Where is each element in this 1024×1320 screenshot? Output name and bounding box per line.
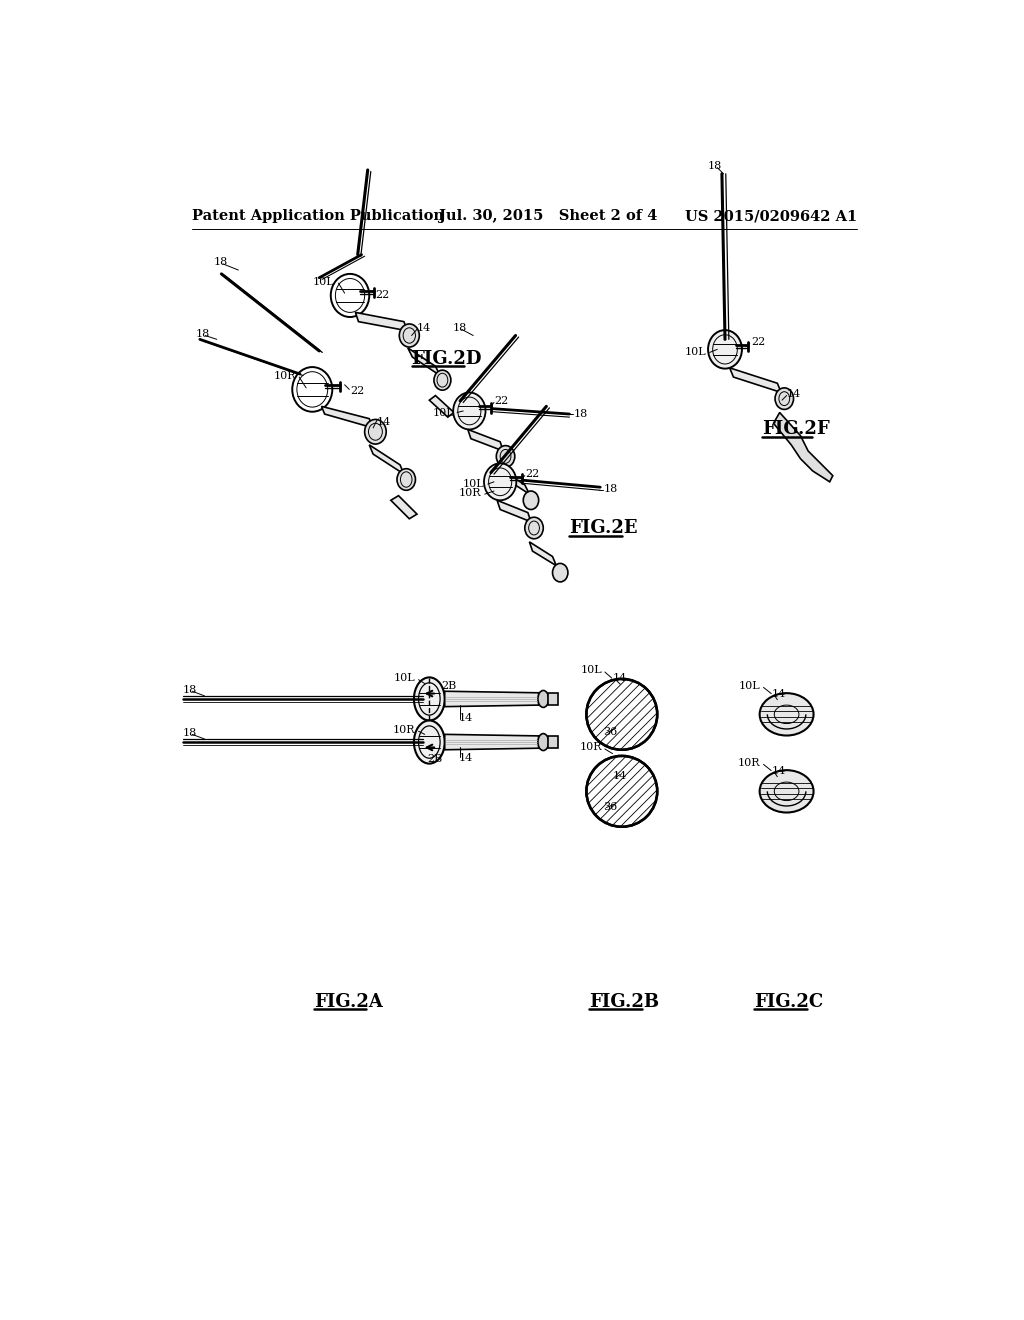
Text: 2B: 2B	[441, 681, 456, 690]
Polygon shape	[529, 543, 556, 566]
Ellipse shape	[497, 446, 515, 467]
Text: FIG.2E: FIG.2E	[569, 519, 638, 537]
Text: FIG.2D: FIG.2D	[412, 350, 482, 367]
Text: 22: 22	[350, 385, 365, 396]
Text: 14: 14	[771, 689, 785, 698]
Text: 14: 14	[771, 766, 785, 776]
Text: 18: 18	[183, 685, 198, 694]
Text: 22: 22	[494, 396, 508, 407]
Text: FIG.2C: FIG.2C	[755, 993, 823, 1011]
Text: 10L: 10L	[685, 347, 707, 358]
Text: 10R: 10R	[738, 758, 761, 768]
Text: 10L: 10L	[738, 681, 761, 690]
Text: 22: 22	[524, 469, 539, 479]
Text: 10L: 10L	[581, 665, 602, 676]
Circle shape	[587, 756, 657, 826]
Text: FIG.2B: FIG.2B	[590, 993, 659, 1011]
Text: 14: 14	[612, 771, 627, 781]
Text: 10R: 10R	[459, 488, 481, 499]
Polygon shape	[355, 313, 408, 331]
Text: 36: 36	[603, 801, 617, 812]
Polygon shape	[501, 470, 529, 494]
Ellipse shape	[454, 392, 485, 429]
Polygon shape	[322, 407, 373, 428]
Text: Jul. 30, 2015   Sheet 2 of 4: Jul. 30, 2015 Sheet 2 of 4	[438, 209, 657, 223]
Text: 14: 14	[417, 323, 431, 333]
Text: 14: 14	[786, 389, 801, 399]
Ellipse shape	[434, 370, 451, 391]
Text: 10L: 10L	[394, 673, 416, 684]
Text: 10R: 10R	[580, 742, 602, 752]
Text: 18: 18	[604, 484, 618, 495]
Text: 18: 18	[214, 257, 228, 268]
Text: 22: 22	[752, 337, 765, 347]
Text: 22: 22	[376, 289, 390, 300]
Polygon shape	[444, 734, 539, 750]
Polygon shape	[408, 348, 440, 376]
Text: 18: 18	[453, 323, 467, 333]
Text: 18: 18	[573, 409, 588, 418]
Polygon shape	[497, 500, 531, 521]
Text: 14: 14	[377, 417, 391, 426]
Ellipse shape	[399, 323, 419, 347]
Ellipse shape	[538, 734, 549, 751]
Ellipse shape	[414, 721, 444, 763]
Text: FIG.2A: FIG.2A	[313, 993, 383, 1011]
Ellipse shape	[538, 690, 549, 708]
Text: US 2015/0209642 A1: US 2015/0209642 A1	[685, 209, 857, 223]
Text: 14: 14	[612, 673, 627, 684]
Ellipse shape	[524, 517, 544, 539]
Text: 36: 36	[603, 727, 617, 737]
Ellipse shape	[708, 330, 742, 368]
Text: 14: 14	[459, 754, 473, 763]
Polygon shape	[391, 496, 417, 519]
Text: 18: 18	[708, 161, 722, 172]
Text: 10L: 10L	[313, 277, 335, 286]
Text: 18: 18	[196, 329, 210, 339]
Polygon shape	[548, 693, 558, 705]
Polygon shape	[429, 396, 454, 417]
Polygon shape	[370, 445, 403, 474]
Ellipse shape	[365, 420, 386, 444]
Text: 18: 18	[183, 727, 198, 738]
Text: 2B: 2B	[427, 754, 442, 764]
Polygon shape	[730, 368, 781, 392]
Polygon shape	[548, 737, 558, 748]
Ellipse shape	[760, 693, 813, 735]
Polygon shape	[773, 412, 833, 482]
Text: 10R: 10R	[393, 725, 416, 735]
Ellipse shape	[523, 491, 539, 510]
Text: FIG.2F: FIG.2F	[762, 421, 829, 438]
Text: 14: 14	[459, 713, 473, 723]
Ellipse shape	[414, 677, 444, 721]
Text: 10R: 10R	[273, 371, 296, 380]
Polygon shape	[468, 429, 503, 451]
Text: 10L: 10L	[463, 479, 484, 490]
Ellipse shape	[553, 564, 568, 582]
Ellipse shape	[484, 463, 516, 500]
Ellipse shape	[397, 469, 416, 490]
Text: Patent Application Publication: Patent Application Publication	[193, 209, 444, 223]
Polygon shape	[444, 692, 539, 706]
Ellipse shape	[760, 770, 813, 813]
Text: 10L: 10L	[432, 408, 454, 417]
Ellipse shape	[775, 388, 794, 409]
Circle shape	[587, 678, 657, 750]
